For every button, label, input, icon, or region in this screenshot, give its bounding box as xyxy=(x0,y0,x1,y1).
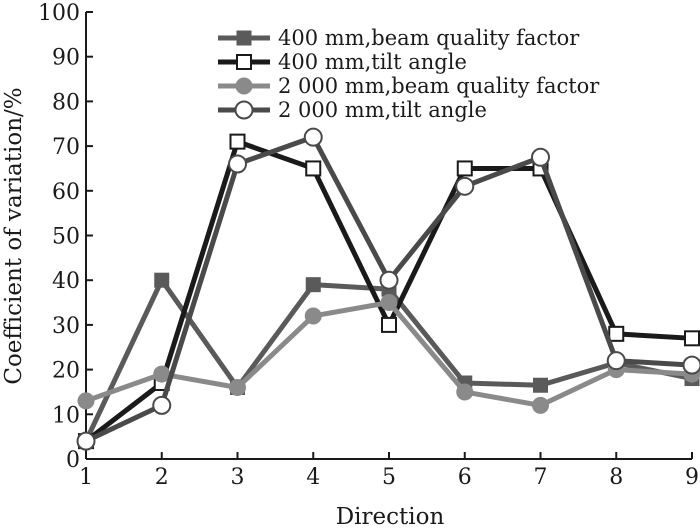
x-tick-label: 3 xyxy=(231,465,245,490)
data-point xyxy=(684,330,700,347)
data-point xyxy=(531,147,550,167)
y-tick-label: 70 xyxy=(52,135,80,160)
x-tick-label: 7 xyxy=(534,465,548,490)
axes: 1 2 3 4 5 6 7 8 9 0 10 20 30 40 50 60 70 80 90 100 xyxy=(38,1,699,490)
series-4 xyxy=(76,127,700,451)
data-point xyxy=(305,160,322,177)
data-point xyxy=(456,383,474,401)
y-tick-label: 50 xyxy=(52,225,80,250)
data-point xyxy=(455,176,475,196)
y-tick-label: 0 xyxy=(66,448,80,473)
y-axis-title: Coefficient of variation/% xyxy=(1,87,27,384)
data-point xyxy=(76,431,96,451)
x-tick-label: 6 xyxy=(458,465,472,490)
data-point xyxy=(305,277,321,293)
legend-item: 2 000 mm,tilt angle xyxy=(218,98,487,122)
x-axis-title: Direction xyxy=(336,504,445,528)
y-tick-label: 90 xyxy=(52,46,80,71)
data-point xyxy=(380,294,398,312)
data-point xyxy=(229,378,246,396)
legend-label: 2 000 mm,tilt angle xyxy=(278,98,487,122)
x-ticks: 1 2 3 4 5 6 7 8 9 xyxy=(79,452,699,490)
x-tick-label: 1 xyxy=(79,465,93,490)
y-tick-label: 80 xyxy=(52,90,80,115)
legend-item: 2 000 mm,beam quality factor xyxy=(218,74,600,98)
legend-marker xyxy=(234,100,254,120)
y-tick-label: 40 xyxy=(52,269,80,294)
y-tick-label: 30 xyxy=(52,314,80,339)
x-tick-label: 2 xyxy=(155,465,169,490)
x-tick-label: 5 xyxy=(382,465,396,490)
series-3 xyxy=(77,294,700,414)
data-point xyxy=(381,316,397,333)
data-point xyxy=(379,270,399,290)
data-point xyxy=(608,325,625,342)
data-point xyxy=(304,307,322,325)
data-point xyxy=(229,133,246,150)
legend-item: 400 mm,beam quality factor xyxy=(218,26,580,50)
data-point xyxy=(532,396,549,414)
legend-label: 400 mm,tilt angle xyxy=(278,50,467,74)
data-point xyxy=(303,127,323,147)
data-point xyxy=(606,351,626,371)
legend-label: 2 000 mm,beam quality factor xyxy=(278,74,600,98)
legend-marker xyxy=(236,30,252,46)
legend-marker xyxy=(236,54,252,70)
data-point xyxy=(152,395,172,415)
x-tick-label: 8 xyxy=(609,465,623,490)
legend-marker xyxy=(235,77,253,95)
data-point xyxy=(153,365,171,383)
y-ticks: 0 10 20 30 40 50 60 70 80 90 100 xyxy=(38,1,93,473)
series-layer xyxy=(76,127,700,451)
data-point xyxy=(682,355,700,375)
legend-item: 400 mm,tilt angle xyxy=(218,50,467,74)
data-point xyxy=(154,272,170,288)
data-point xyxy=(533,377,548,393)
y-tick-label: 60 xyxy=(52,180,80,205)
legend-label: 400 mm,beam quality factor xyxy=(278,26,580,50)
y-tick-label: 100 xyxy=(38,1,80,26)
data-point xyxy=(456,160,473,177)
x-tick-label: 4 xyxy=(306,465,320,490)
y-tick-label: 10 xyxy=(52,403,80,428)
y-tick-label: 20 xyxy=(52,359,80,384)
x-tick-label: 9 xyxy=(685,465,699,490)
data-point xyxy=(77,392,95,410)
data-point xyxy=(228,154,247,174)
